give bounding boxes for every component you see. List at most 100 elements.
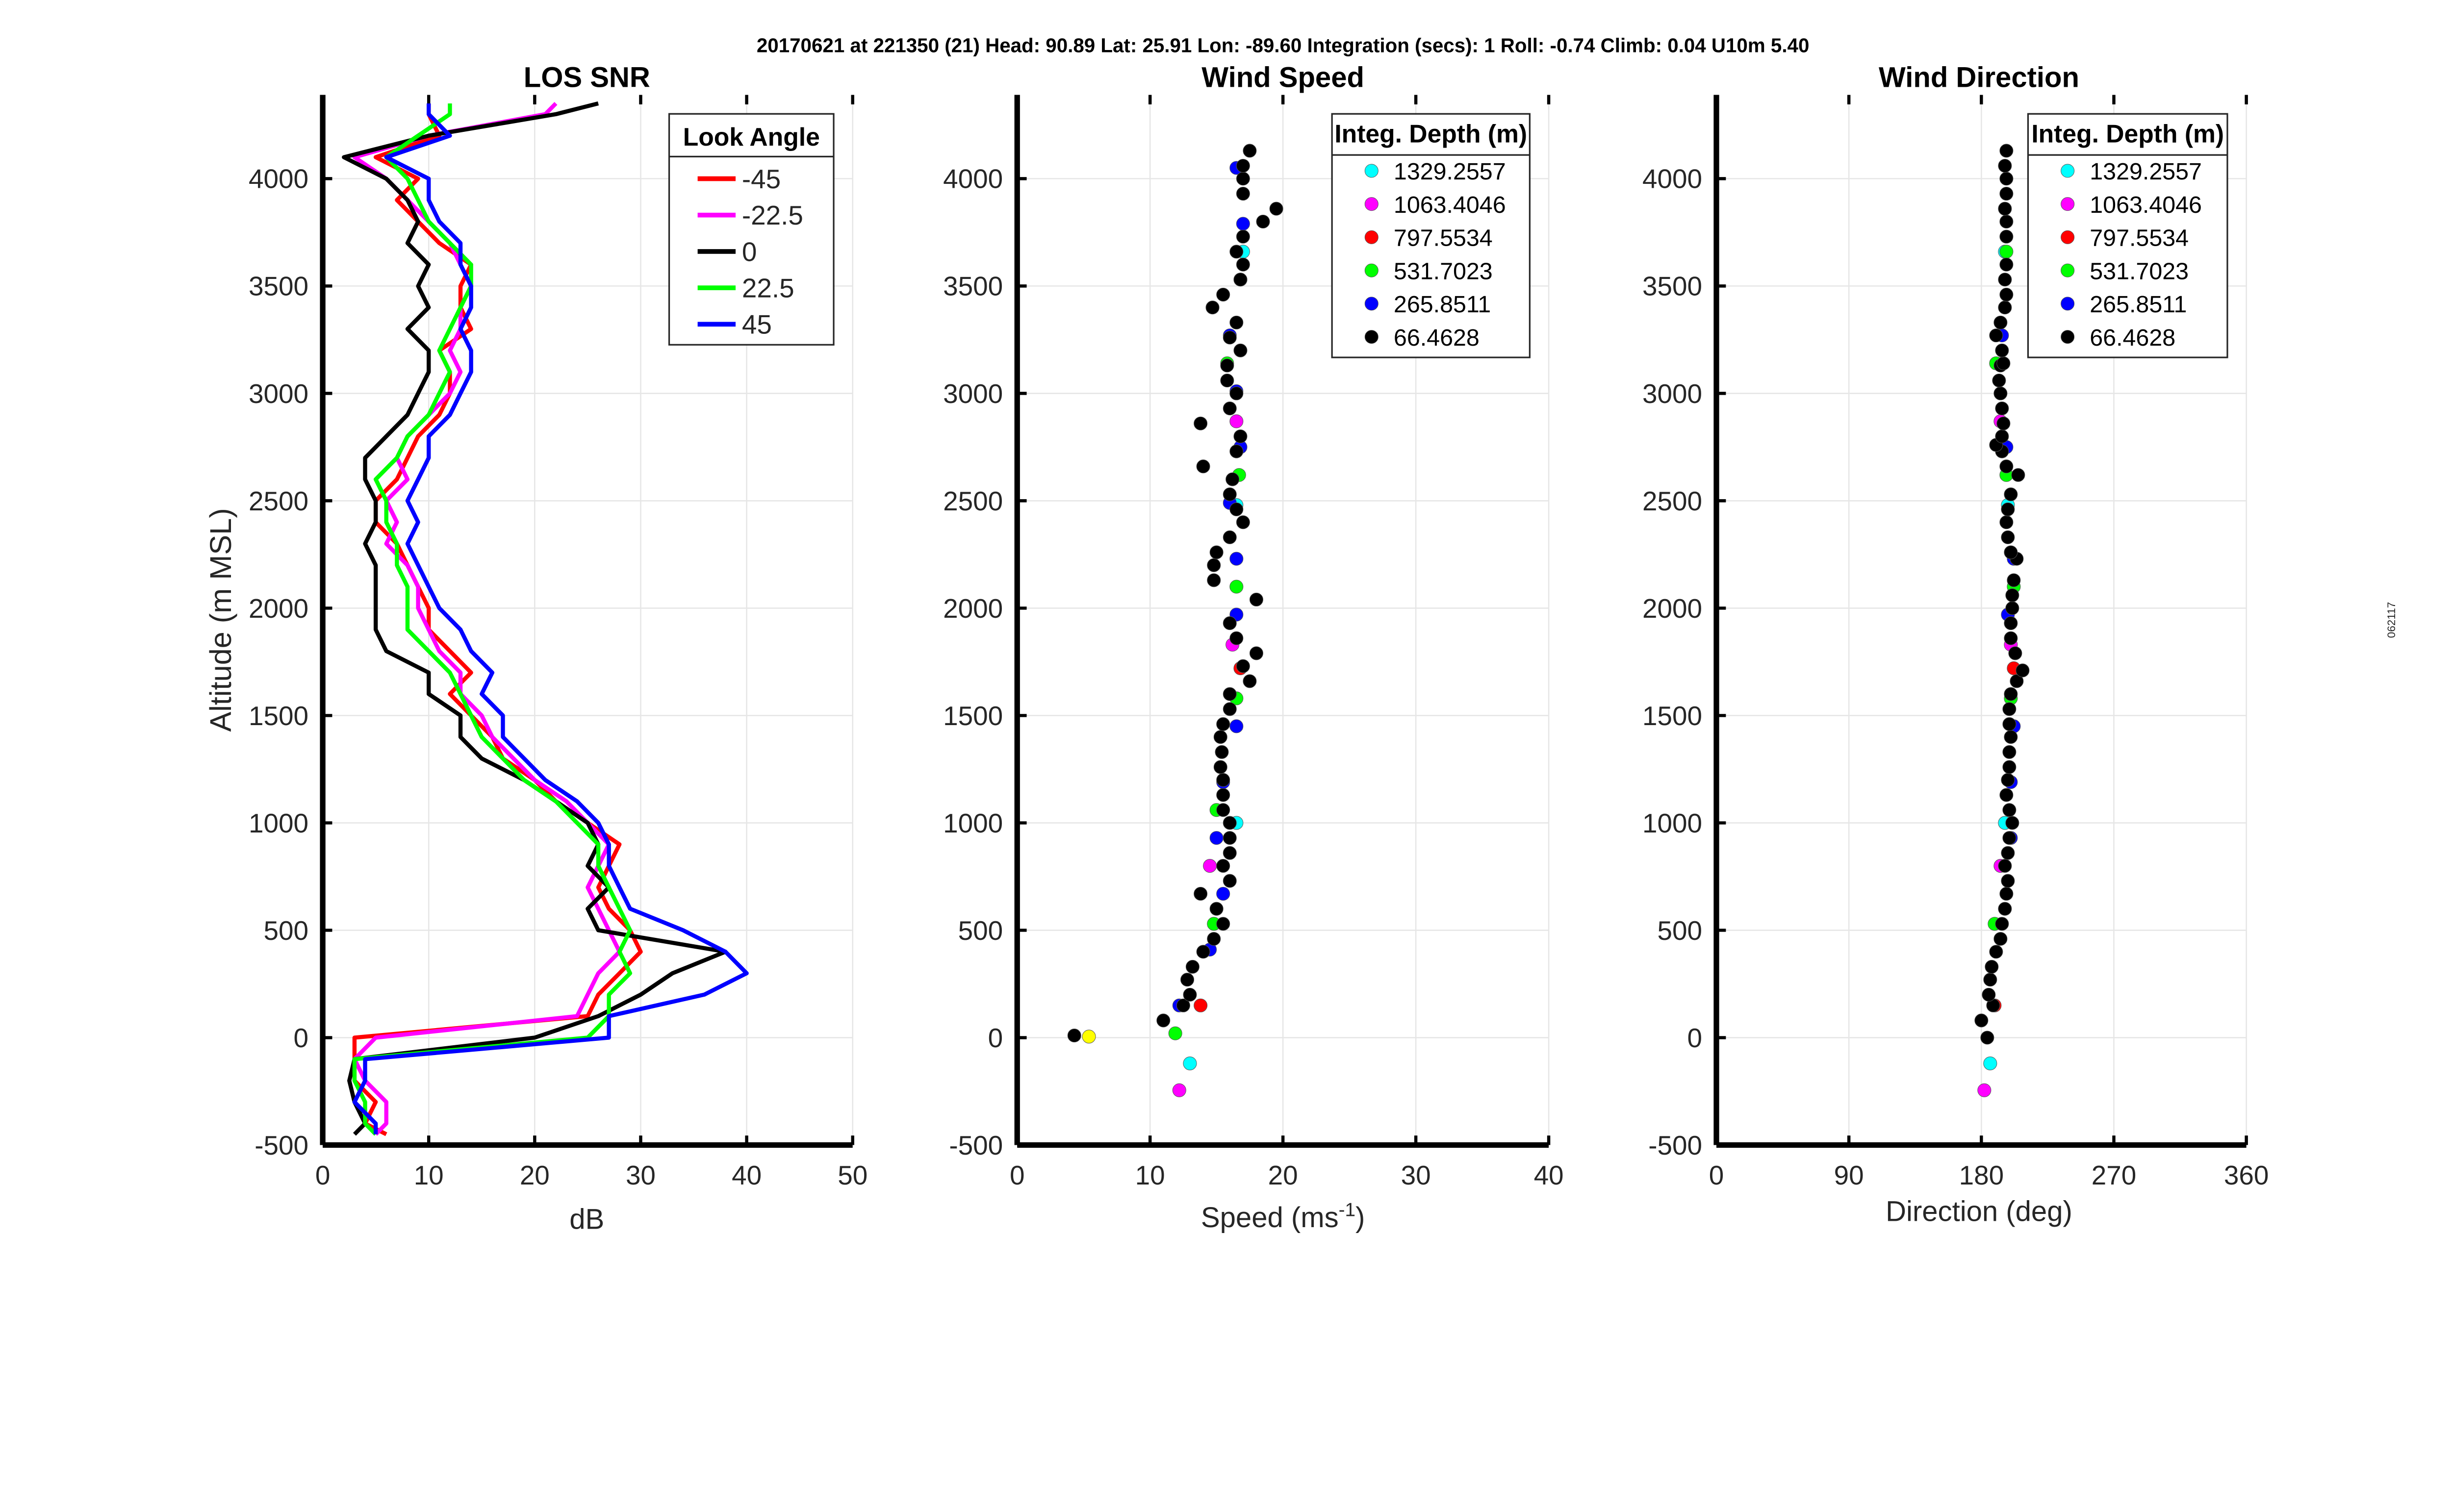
data-point-66.4628 (1236, 159, 1250, 173)
data-point-66.4628 (1989, 945, 2003, 959)
data-point-66.4628 (1985, 959, 1999, 974)
data-point-66.4628 (1223, 846, 1237, 860)
legend-entry-label: 0 (742, 236, 757, 267)
data-point-66.4628 (1180, 973, 1195, 987)
y-tick-label: 4000 (249, 164, 308, 194)
data-point-66.4628 (2004, 631, 2018, 645)
data-point-66.4628 (1998, 902, 2012, 916)
plots: 0 10 20 30 40 50-5000500100015002000250030003… (249, 95, 2269, 1190)
legend-entry-label: 1329.2557 (2090, 158, 2202, 185)
data-point-66.4628 (1216, 917, 1230, 931)
data-point-531.7023 (1999, 245, 2014, 259)
legend-entry-label: 22.5 (742, 273, 794, 303)
legend-title: Integ. Depth (m) (2031, 119, 2224, 148)
data-point-66.4628 (1183, 987, 1197, 1002)
data-point-66.4628 (2002, 760, 2017, 774)
data-point-unlabeled (1082, 1030, 1096, 1044)
data-point-1063.4046 (1203, 859, 1217, 873)
data-point-66.4628 (1269, 202, 1283, 216)
legend-marker (2061, 197, 2075, 211)
data-point-66.4628 (1233, 429, 1248, 444)
data-point-66.4628 (1229, 444, 1244, 458)
data-point-66.4628 (1236, 257, 1250, 272)
data-point-66.4628 (1236, 172, 1250, 186)
data-point-265.8511 (1216, 886, 1230, 901)
data-point-66.4628 (1999, 257, 2014, 272)
legend: Integ. Depth (m) 1329.2557 1063.4046 797.55… (2027, 113, 2228, 358)
x-tick-label: 270 (2092, 1160, 2136, 1190)
data-point-66.4628 (1229, 315, 1244, 329)
data-point-66.4628 (1999, 172, 2014, 186)
data-point-66.4628 (1999, 886, 2014, 901)
y-tick-label: 3000 (249, 378, 308, 409)
data-point-66.4628 (1998, 202, 2012, 216)
y-tick-label: 0 (988, 1023, 1003, 1053)
legend-marker (1364, 297, 1379, 311)
data-point-66.4628 (1995, 402, 2009, 416)
legend-marker (1364, 263, 1379, 277)
y-tick-label: 1000 (1642, 808, 1702, 838)
y-tick-label: 3500 (943, 271, 1003, 302)
x-tick-label: 10 (1135, 1160, 1165, 1190)
data-point-66.4628 (2002, 831, 2017, 845)
data-point-66.4628 (1999, 229, 2014, 244)
data-point-66.4628 (2011, 468, 2025, 482)
data-point-1063.4046 (1977, 1083, 1992, 1097)
data-point-66.4628 (2004, 687, 2018, 701)
x-tick-label: 90 (1834, 1160, 1864, 1190)
data-point-66.4628 (1223, 402, 1237, 416)
data-point-66.4628 (1980, 1031, 1994, 1045)
x-tick-label: 360 (2224, 1160, 2269, 1190)
data-point-66.4628 (1216, 859, 1230, 873)
legend-title: Integ. Depth (m) (1334, 119, 1527, 148)
data-point-66.4628 (1233, 273, 1248, 287)
suptitle: 20170621 at 221350 (21) Head: 90.89 Lat:… (757, 34, 1809, 56)
y-tick-label: 3000 (1642, 378, 1702, 409)
data-point-66.4628 (1223, 616, 1237, 630)
data-point-66.4628 (1185, 959, 1200, 974)
data-point-66.4628 (2005, 816, 2019, 830)
legend-marker (1364, 164, 1379, 178)
legend-marker (2061, 330, 2075, 344)
data-point-66.4628 (1998, 859, 2012, 873)
x-tick-label: 0 (1709, 1160, 1724, 1190)
y-tick-label: 2000 (1642, 593, 1702, 624)
y-tick-label: 0 (1687, 1023, 1702, 1053)
data-point-66.4628 (1229, 631, 1244, 645)
y-tick-label: -500 (255, 1130, 308, 1160)
data-point-66.4628 (1974, 1013, 1989, 1028)
y-tick-label: 4000 (943, 164, 1003, 194)
data-point-66.4628 (1249, 592, 1263, 606)
data-point-66.4628 (1215, 745, 1229, 759)
x-tick-label: 40 (732, 1160, 762, 1190)
data-point-66.4628 (1156, 1013, 1171, 1028)
data-point-1063.4046 (1229, 414, 1244, 428)
data-point-66.4628 (1996, 416, 2011, 430)
data-point-66.4628 (1216, 788, 1230, 802)
data-point-66.4628 (2002, 717, 2017, 731)
data-point-66.4628 (1223, 530, 1237, 544)
legend: Look Angle -45 -22.5 0 22.5 45 (668, 113, 835, 346)
legend: Integ. Depth (m) 1329.2557 1063.4046 797.55… (1331, 113, 1531, 358)
legend-marker (1364, 230, 1379, 244)
chart-title-snr: LOS SNR (524, 61, 650, 93)
legend-marker (1364, 330, 1379, 344)
figure: 20170621 at 221350 (21) Head: 90.89 Lat:… (204, 34, 2398, 1235)
x-tick-label: 30 (1401, 1160, 1431, 1190)
data-point-66.4628 (1998, 301, 2012, 315)
data-point-66.4628 (1993, 315, 2008, 329)
data-point-66.4628 (1223, 874, 1237, 888)
data-point-66.4628 (1236, 659, 1250, 673)
data-point-66.4628 (1993, 932, 2008, 946)
data-point-66.4628 (2004, 730, 2018, 744)
data-point-66.4628 (1220, 374, 1234, 388)
data-point-66.4628 (1196, 945, 1210, 959)
x-tick-label: 20 (1268, 1160, 1298, 1190)
data-point-66.4628 (1243, 674, 1257, 688)
data-point-66.4628 (1233, 343, 1248, 357)
data-point-66.4628 (1223, 702, 1237, 716)
data-point-66.4628 (1216, 287, 1230, 302)
data-point-66.4628 (2001, 846, 2015, 860)
data-point-66.4628 (1999, 287, 2014, 302)
data-point-531.7023 (1168, 1026, 1182, 1040)
